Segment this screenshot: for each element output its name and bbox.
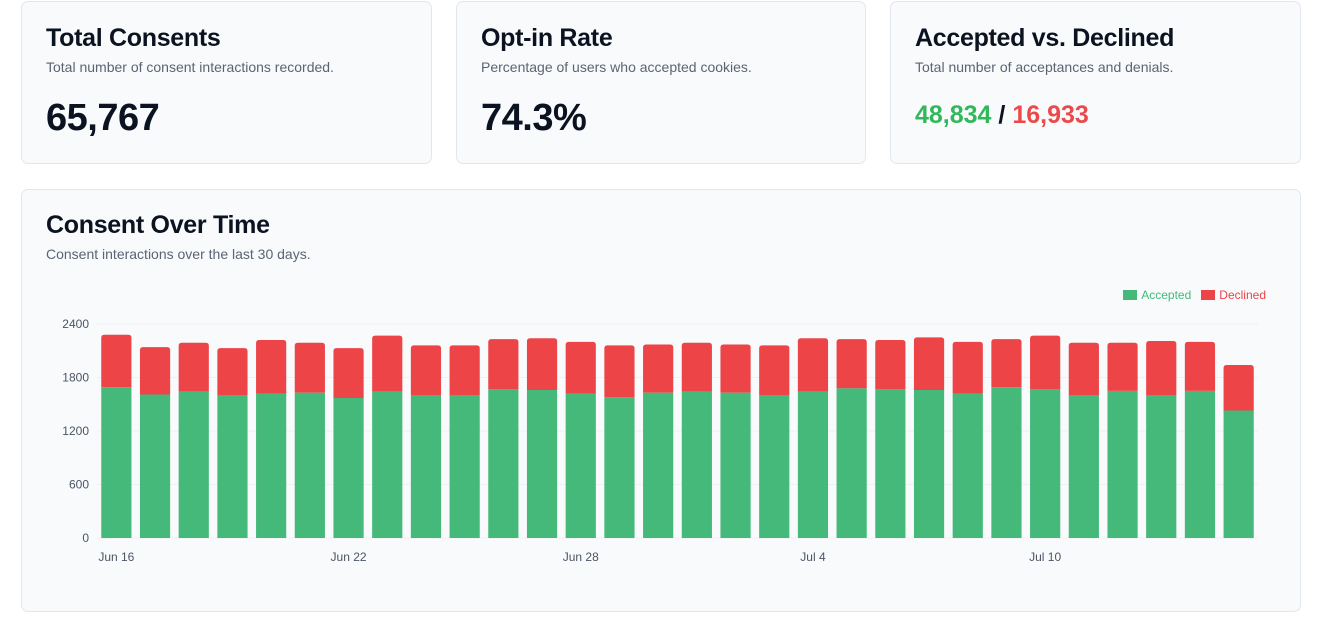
bar-declined — [643, 344, 674, 393]
accepted-declined-values: 48,834 / 16,933 — [915, 101, 1089, 130]
bar-declined — [991, 339, 1022, 388]
total-consents-card: Total Consents Total number of consent i… — [21, 1, 432, 164]
bar-declined — [526, 338, 558, 390]
y-tick-label: 1200 — [62, 424, 89, 438]
x-tick-label: Jun 28 — [563, 550, 599, 564]
consent-over-time-card: Consent Over Time Consent interactions o… — [21, 189, 1301, 612]
y-tick-label: 600 — [69, 478, 89, 492]
bar-declined — [875, 340, 906, 390]
bar-accepted — [333, 398, 364, 538]
bar-accepted — [526, 389, 558, 538]
declined-swatch — [1201, 290, 1216, 300]
bar-accepted — [178, 391, 209, 538]
card-description: Total number of acceptances and denials. — [915, 59, 1174, 75]
bar-declined — [565, 341, 596, 394]
bar-declined — [681, 342, 712, 392]
bar-accepted — [681, 391, 712, 538]
bar-declined — [294, 342, 325, 393]
bar-declined — [217, 348, 248, 396]
bar-declined — [139, 347, 171, 395]
accepted-count: 48,834 — [915, 101, 992, 129]
bar-accepted — [372, 391, 403, 538]
bar-accepted — [1030, 389, 1061, 538]
bar-declined — [1107, 342, 1138, 391]
bar-accepted — [410, 395, 442, 538]
bar-accepted — [913, 389, 945, 538]
total-consents-value: 65,767 — [46, 97, 160, 139]
x-tick-label: Jul 4 — [800, 550, 826, 564]
bar-declined — [604, 345, 635, 398]
x-tick-label: Jun 22 — [331, 550, 367, 564]
bar-declined — [759, 345, 790, 396]
chart-legend: Accepted Declined — [1123, 288, 1266, 302]
bar-accepted — [836, 388, 867, 538]
bar-accepted — [759, 395, 790, 538]
opt-in-rate-value: 74.3% — [481, 97, 587, 139]
bar-accepted — [449, 395, 480, 538]
bar-accepted — [991, 387, 1022, 538]
bar-declined — [1068, 342, 1099, 396]
bar-declined — [1223, 365, 1254, 411]
legend-label-declined: Declined — [1219, 288, 1266, 302]
card-description: Total number of consent interactions rec… — [46, 59, 334, 75]
bar-accepted — [1068, 395, 1099, 538]
legend-label-accepted: Accepted — [1141, 288, 1192, 302]
card-description: Percentage of users who accepted cookies… — [481, 59, 752, 75]
bar-accepted — [1223, 410, 1254, 538]
bar-accepted — [1184, 390, 1216, 538]
card-title: Accepted vs. Declined — [915, 24, 1175, 52]
legend-item-declined[interactable]: Declined — [1201, 288, 1266, 302]
chart-title: Consent Over Time — [46, 211, 270, 239]
bar-accepted — [720, 392, 751, 538]
accepted-declined-card: Accepted vs. Declined Total number of ac… — [890, 1, 1301, 164]
bar-accepted — [797, 391, 829, 538]
bar-declined — [101, 334, 132, 388]
bar-accepted — [488, 389, 519, 538]
x-tick-label: Jun 16 — [98, 550, 134, 564]
accepted-swatch — [1123, 290, 1138, 300]
x-tick-label: Jul 10 — [1029, 550, 1061, 564]
bar-declined — [333, 348, 364, 399]
bar-declined — [797, 338, 829, 392]
bar-declined — [1030, 335, 1061, 390]
y-tick-label: 1800 — [62, 371, 89, 385]
bar-declined — [836, 339, 867, 389]
bar-declined — [913, 337, 945, 390]
stacked-bar-chart: 0 600 1200 1800 2400 Jun 16 Jun 22 Jun 28 Jul 4 J… — [62, 317, 1258, 564]
bar-declined — [410, 345, 442, 396]
card-title: Opt-in Rate — [481, 24, 613, 52]
bar-declined — [1146, 340, 1177, 396]
bar-accepted — [565, 393, 596, 538]
bar-declined — [256, 340, 287, 394]
bar-accepted — [1107, 390, 1138, 538]
bar-accepted — [1146, 395, 1177, 538]
bar-declined — [488, 339, 519, 390]
bar-declined — [720, 344, 751, 393]
bar-declined — [372, 335, 403, 392]
bar-accepted — [875, 389, 906, 538]
bar-declined — [952, 341, 983, 394]
legend-item-accepted[interactable]: Accepted — [1123, 288, 1191, 302]
bar-declined — [178, 342, 209, 392]
y-tick-label: 2400 — [62, 317, 89, 331]
separator: / — [998, 101, 1006, 129]
chart-description: Consent interactions over the last 30 da… — [46, 246, 311, 262]
bar-accepted — [604, 397, 635, 538]
bar-accepted — [952, 393, 983, 538]
opt-in-rate-card: Opt-in Rate Percentage of users who acce… — [456, 1, 866, 164]
bar-accepted — [139, 394, 171, 538]
bar-accepted — [256, 393, 287, 538]
y-tick-label: 0 — [82, 531, 89, 545]
bar-accepted — [643, 392, 674, 538]
bar-accepted — [101, 387, 132, 538]
bar-declined — [449, 345, 480, 396]
bar-declined — [1184, 341, 1216, 391]
bar-accepted — [217, 395, 248, 538]
declined-count: 16,933 — [1012, 101, 1089, 129]
bar-accepted — [294, 392, 325, 538]
card-title: Total Consents — [46, 24, 221, 52]
